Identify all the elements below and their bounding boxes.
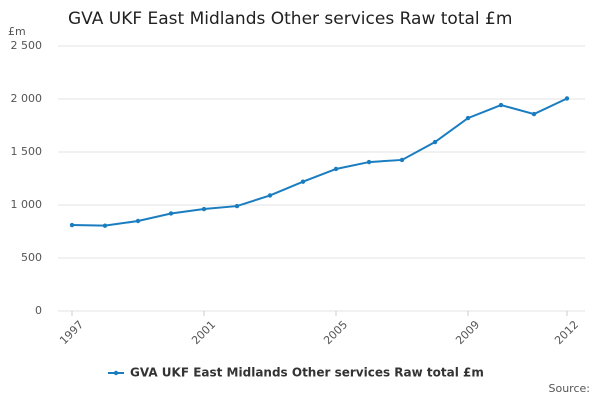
- legend-marker: [113, 370, 119, 376]
- data-point: [102, 223, 108, 228]
- data-point: [399, 157, 405, 163]
- data-point: [234, 203, 240, 209]
- data-point: [564, 96, 570, 101]
- source: Source:: [549, 382, 591, 395]
- y-tick-label: 2 000: [11, 92, 43, 105]
- x-tick-label: 2012: [552, 318, 581, 347]
- x-tick-label: 1997: [57, 318, 86, 347]
- y-tick-label: 1 500: [11, 145, 43, 158]
- x-tick-label: 2009: [453, 318, 482, 347]
- data-point: [69, 222, 75, 228]
- data-line: [71, 97, 568, 227]
- y-axis-unit: £m: [8, 25, 26, 38]
- y-tick-label: 2 500: [11, 39, 43, 52]
- data-point: [201, 206, 207, 212]
- data-point: [300, 179, 306, 184]
- legend-label: GVA UKF East Midlands Other services Raw…: [130, 366, 484, 380]
- data-point: [465, 115, 471, 121]
- data-point: [333, 166, 339, 172]
- data-point: [267, 193, 273, 198]
- x-tick-label: 2001: [189, 318, 218, 347]
- y-tick-label: 1 000: [11, 198, 43, 211]
- data-point: [168, 211, 174, 216]
- data-point: [135, 218, 141, 224]
- y-tick-label: 0: [35, 304, 42, 317]
- y-tick-label: 500: [21, 251, 42, 264]
- data-point: [498, 102, 504, 108]
- data-point: [366, 159, 372, 165]
- data-point: [432, 139, 438, 145]
- chart-title: GVA UKF East Midlands Other services Raw…: [68, 9, 512, 29]
- x-tick-label: 2005: [321, 318, 350, 347]
- data-point: [531, 111, 537, 117]
